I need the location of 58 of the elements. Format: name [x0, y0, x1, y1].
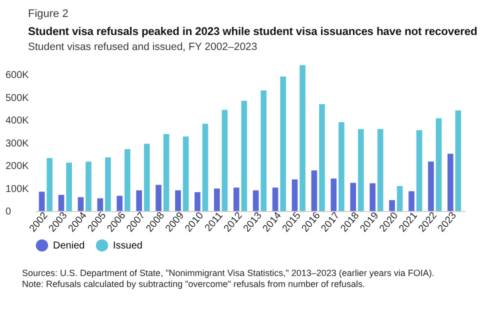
bar	[436, 118, 442, 211]
bar	[358, 129, 364, 211]
bar	[214, 188, 220, 211]
y-tick-label: 200K	[6, 161, 30, 172]
bar	[252, 190, 259, 211]
y-tick-label: 100K	[6, 184, 30, 195]
text: Note: Refusals calculated by subtracting "overcome" refusals from number of refusals.	[22, 279, 366, 290]
chart-title: Student visa refusals peaked in 2023 while student visa issuances have not recovered	[28, 26, 478, 38]
bar	[408, 191, 414, 211]
bar	[416, 130, 422, 211]
bar	[58, 194, 64, 211]
bar	[300, 65, 306, 211]
bar	[330, 178, 337, 211]
bar	[124, 149, 130, 211]
y-tick-label: 600K	[6, 70, 30, 82]
bar	[222, 110, 228, 211]
bar	[370, 183, 376, 211]
bar	[182, 136, 189, 211]
legend-label: Issued	[113, 240, 142, 252]
bar	[97, 198, 104, 211]
bar	[66, 162, 72, 211]
caption: Figure 2	[28, 8, 70, 20]
bar	[163, 134, 170, 211]
bar	[280, 76, 286, 211]
bar	[156, 184, 162, 211]
y-tick-label: 0	[6, 206, 12, 218]
bar	[144, 144, 150, 211]
bar	[311, 170, 318, 211]
bar	[292, 179, 298, 211]
legend-label: Denied	[53, 240, 85, 252]
bar	[233, 188, 240, 211]
y-tick-label: 400K	[6, 116, 30, 127]
bar	[396, 186, 403, 211]
bar	[377, 128, 384, 211]
bar	[46, 158, 53, 211]
bar	[78, 197, 84, 211]
bar	[447, 154, 454, 211]
bar	[38, 192, 45, 211]
y-tick-label: 500K	[6, 92, 30, 104]
chart-subtitle: Student visas refused and issued, FY 2002–2023	[28, 41, 258, 53]
bar	[202, 124, 208, 211]
bar	[389, 200, 395, 211]
bar	[272, 188, 278, 211]
bar	[86, 162, 92, 211]
bar	[428, 161, 434, 211]
bar	[455, 110, 462, 211]
bar	[136, 190, 142, 211]
y-tick-label: 300K	[6, 138, 30, 150]
bar	[105, 157, 111, 211]
bar	[319, 104, 325, 211]
bar	[350, 182, 356, 211]
bar	[260, 90, 267, 211]
source-note: Sources: U.S. Department of State, "Nonimmigrant Visa Statistics," 2013–2023 (earlier years via FOIA).	[22, 268, 436, 279]
bar	[175, 190, 181, 211]
bar	[241, 100, 248, 211]
bar	[194, 192, 200, 211]
bar	[338, 122, 344, 211]
bar	[116, 196, 123, 211]
